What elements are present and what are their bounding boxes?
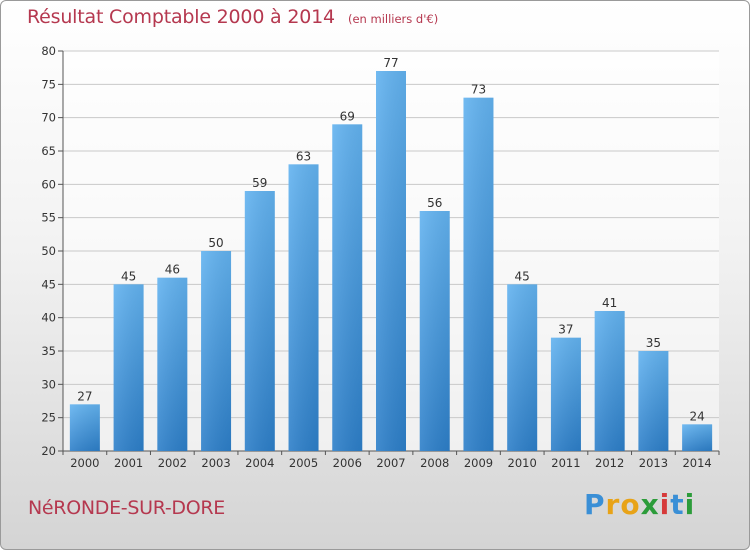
data-label: 77 <box>383 56 398 70</box>
x-tick-label: 2011 <box>551 456 580 470</box>
data-label: 45 <box>121 269 136 283</box>
x-tick-label: 2006 <box>333 456 362 470</box>
logo-letter: t <box>670 488 685 521</box>
x-tick-label: 2002 <box>158 456 187 470</box>
x-tick-label: 2001 <box>114 456 143 470</box>
data-label: 69 <box>340 109 355 123</box>
x-tick-label: 2008 <box>420 456 449 470</box>
bar-shade <box>419 211 450 451</box>
x-tick-label: 2010 <box>508 456 537 470</box>
data-label: 50 <box>208 236 223 250</box>
y-tick-label: 80 <box>41 44 56 58</box>
chart-title: Résultat Comptable 2000 à 2014 <box>27 6 335 28</box>
logo-letter: o <box>620 488 641 521</box>
commune-name: NéRONDE-SUR-DORE <box>28 497 226 519</box>
data-label: 24 <box>689 409 704 423</box>
y-tick-label: 70 <box>41 111 56 125</box>
y-tick-label: 25 <box>41 411 56 425</box>
y-tick-label: 40 <box>41 311 56 325</box>
data-label: 46 <box>165 263 180 277</box>
logo-letter: r <box>605 488 621 521</box>
bar-shade <box>550 337 581 451</box>
data-label: 59 <box>252 176 267 190</box>
x-tick-label: 2004 <box>245 456 274 470</box>
data-label: 45 <box>515 269 530 283</box>
logo-letter: i <box>659 488 671 521</box>
axis-layer: 20 25 30 35 40 45 50 55 60 65 70 75 80 2000 2001 2002 20… <box>41 44 720 470</box>
y-tick-label: 20 <box>41 444 56 458</box>
bar-shade <box>113 284 144 451</box>
y-tick-label: 30 <box>41 377 56 391</box>
bar-shade <box>682 424 713 451</box>
bar-shade <box>594 311 625 451</box>
data-label: 27 <box>77 389 92 403</box>
bar-shade <box>69 404 100 451</box>
x-tick-label: 2013 <box>639 456 668 470</box>
data-label: 37 <box>558 323 573 337</box>
data-label: 73 <box>471 83 486 97</box>
logo-letter: P <box>584 488 606 521</box>
proxiti-logo[interactable]: Proxiti <box>584 488 695 521</box>
data-label: 56 <box>427 196 442 210</box>
data-label: 35 <box>646 336 661 350</box>
bar-shade <box>638 351 669 451</box>
x-tick-label: 2005 <box>289 456 318 470</box>
y-tick-label: 65 <box>41 144 56 158</box>
data-label: 63 <box>296 149 311 163</box>
x-tick-label: 2003 <box>201 456 230 470</box>
data-label: 41 <box>602 296 617 310</box>
bar-shade <box>376 71 406 451</box>
y-tick-label: 75 <box>41 77 56 91</box>
bar-shade <box>288 164 319 452</box>
y-tick-label: 50 <box>41 244 56 258</box>
x-tick-label: 2014 <box>682 456 711 470</box>
title-row: Résultat Comptable 2000 à 2014 (en milli… <box>27 6 438 28</box>
logo-letter: i <box>684 488 696 521</box>
label-layer: 27 45 46 50 59 63 69 77 56 73 45 37 41 35 24 <box>77 56 705 423</box>
logo-letter: x <box>640 488 660 521</box>
y-tick-label: 45 <box>41 277 56 291</box>
y-tick-label: 35 <box>41 344 56 358</box>
y-tick-label: 55 <box>41 211 56 225</box>
x-tick-label: 2012 <box>595 456 624 470</box>
bar-shade <box>463 97 494 452</box>
x-tick-label: 2009 <box>464 456 493 470</box>
x-tick-label: 2000 <box>70 456 99 470</box>
x-tick-label: 2007 <box>376 456 405 470</box>
bar-shade <box>507 284 538 451</box>
bar-shade <box>201 251 232 451</box>
bar-shade <box>332 124 363 451</box>
y-tick-label: 60 <box>41 177 56 191</box>
chart-unit: (en milliers d'€) <box>347 12 439 26</box>
bar-shade <box>244 191 275 451</box>
bar-layer <box>69 71 713 452</box>
bar-shade <box>157 277 188 451</box>
